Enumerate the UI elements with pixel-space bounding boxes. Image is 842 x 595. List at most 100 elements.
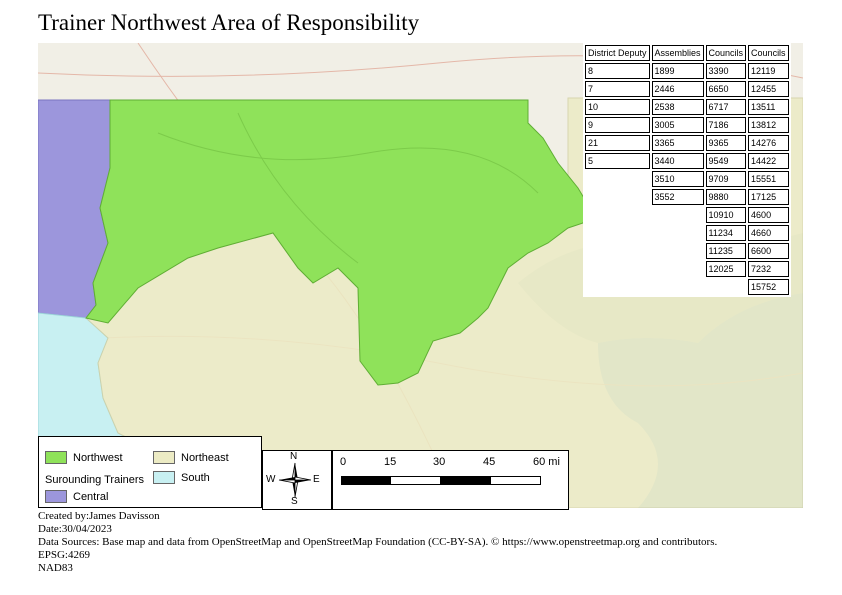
table-cell: 3440 — [651, 153, 704, 169]
table-cell: 9549 — [705, 153, 747, 169]
legend-label: Northwest — [73, 451, 123, 464]
compass-east-label: E — [313, 474, 320, 485]
table-cell-empty — [706, 279, 747, 295]
datum: NAD83 — [38, 562, 73, 574]
table-row: 10910 4600 — [585, 207, 789, 223]
table-cell-empty — [652, 279, 704, 295]
north-arrow: N S E W — [262, 450, 332, 510]
table-cell: 9365 — [705, 135, 747, 151]
legend-item-south: South — [153, 471, 210, 484]
table-row: 5 3440 9549 14422 — [585, 153, 789, 169]
table-row: 3510 9709 15551 — [585, 171, 789, 187]
compass-west-label: W — [266, 474, 276, 485]
table-row: 8 1899 3390 12119 — [585, 63, 789, 79]
table-cell-empty — [652, 261, 704, 277]
table-cell: 17125 — [748, 189, 789, 205]
table-cell: 6717 — [705, 99, 747, 115]
legend-heading: Surounding Trainers — [45, 474, 145, 486]
table-cell: 9880 — [705, 189, 747, 205]
table-cell: 3510 — [651, 171, 704, 187]
table-cell: 4600 — [748, 207, 789, 223]
table-cell-empty — [585, 261, 650, 277]
table-cell: 14422 — [748, 153, 789, 169]
scale-segment — [390, 476, 441, 485]
scale-segment — [490, 476, 541, 485]
table-row: 12025 7232 — [585, 261, 789, 277]
legend-label: Northeast — [181, 451, 229, 464]
epsg-code: EPSG:4269 — [38, 549, 90, 561]
table-row: 21 3365 9365 14276 — [585, 135, 789, 151]
date: Date:30/04/2023 — [38, 523, 112, 535]
road — [237, 112, 359, 264]
table-row: 11234 4660 — [585, 225, 789, 241]
scale-bar: 0 15 30 45 60 mi — [332, 450, 569, 510]
table-row: 11235 6600 — [585, 243, 789, 259]
scale-segment — [440, 476, 491, 485]
created-by: Created by:James Davisson — [38, 510, 160, 522]
northeast-swatch — [153, 451, 175, 464]
table-row: 7 2446 6650 12455 — [585, 81, 789, 97]
table-cell: 13812 — [748, 117, 789, 133]
table-cell: 2538 — [651, 99, 704, 115]
table-cell-empty — [585, 189, 650, 205]
table-cell: 21 — [585, 135, 650, 151]
table-cell: 12025 — [705, 261, 747, 277]
table-cell: 1899 — [651, 63, 704, 79]
table-cell-empty — [585, 225, 650, 241]
table-cell-empty — [652, 225, 704, 241]
table-cell: 11235 — [705, 243, 747, 259]
column-header-assemblies: Assemblies — [651, 45, 704, 61]
table-cell: 7186 — [705, 117, 747, 133]
table-cell: 10 — [585, 99, 650, 115]
column-header-district-deputy: District Deputy — [585, 45, 650, 61]
table-cell: 10910 — [705, 207, 747, 223]
table-cell-empty — [585, 171, 650, 187]
table-cell: 14276 — [748, 135, 789, 151]
assignment-table: District Deputy Assemblies Councils Coun… — [583, 43, 791, 297]
legend-item-central: Central — [45, 490, 108, 503]
table-cell: 6600 — [748, 243, 789, 259]
table-cell: 4660 — [748, 225, 789, 241]
table-cell: 8 — [585, 63, 650, 79]
table-cell: 5 — [585, 153, 650, 169]
map-title: Trainer Northwest Area of Responsibility — [38, 10, 420, 35]
table-cell: 3390 — [705, 63, 747, 79]
legend: Northwest Northeast Surounding Trainers … — [38, 436, 262, 508]
data-sources: Data Sources: Base map and data from Ope… — [38, 536, 718, 548]
table-cell-empty — [652, 207, 704, 223]
legend-label: Central — [73, 490, 109, 503]
compass-north-label: N — [290, 451, 298, 462]
scale-label: 60 mi — [533, 456, 560, 468]
scale-segment — [341, 476, 391, 485]
table-cell: 13511 — [748, 99, 789, 115]
table-cell: 3365 — [651, 135, 704, 151]
compass-south-label: S — [291, 496, 298, 507]
table-cell-empty — [585, 279, 650, 295]
table-cell: 2446 — [651, 81, 704, 97]
south-swatch — [153, 471, 175, 484]
table-row: 3552 9880 17125 — [585, 189, 789, 205]
table-cell-empty — [585, 207, 650, 223]
northwest-swatch — [45, 451, 67, 464]
legend-item-northwest: Northwest — [45, 451, 123, 464]
credits: Created by:James Davisson Date:30/04/202… — [38, 510, 717, 575]
table-cell: 9709 — [705, 171, 747, 187]
table-cell: 12119 — [748, 63, 789, 79]
scale-label: 30 — [433, 456, 446, 468]
table-row: 9 3005 7186 13812 — [585, 117, 789, 133]
table-cell: 3552 — [651, 189, 704, 205]
scale-label: 45 — [483, 456, 496, 468]
table-cell: 11234 — [705, 225, 747, 241]
table-cell: 3005 — [651, 117, 704, 133]
table-cell: 9 — [585, 117, 650, 133]
scale-label: 0 — [340, 456, 347, 468]
table-cell: 12455 — [748, 81, 789, 97]
table-header-row: District Deputy Assemblies Councils Coun… — [585, 45, 789, 61]
central-swatch — [45, 490, 67, 503]
table-cell-empty — [585, 243, 650, 259]
table-cell: 7232 — [748, 261, 789, 277]
column-header-councils: Councils — [705, 45, 747, 61]
table-cell: 6650 — [705, 81, 747, 97]
table-cell: 15551 — [748, 171, 789, 187]
legend-label: South — [181, 471, 210, 484]
